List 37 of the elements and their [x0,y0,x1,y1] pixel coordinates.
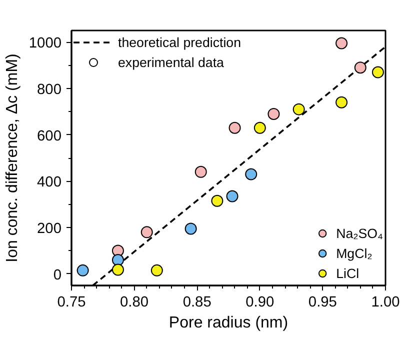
x-tick-label: 0.90 [246,294,274,310]
y-tick-label: 200 [37,221,62,238]
point [112,254,124,266]
x-tick-label: 0.95 [308,294,337,310]
point [292,103,305,116]
x-tick-label: 0.85 [182,294,212,310]
point [184,222,197,235]
point [140,226,153,238]
point [245,168,258,180]
point [76,264,89,276]
y-tick-label: 600 [37,128,62,144]
y-tick-label: 400 [37,174,62,191]
legend-label: experimental data [118,54,224,70]
point [372,66,384,78]
point [211,194,224,207]
y-tick-label: 0 [53,267,62,284]
point [150,264,163,276]
point [336,96,348,108]
point [228,122,241,134]
point [254,122,266,134]
point [354,62,366,74]
point [268,108,280,120]
point [226,190,238,202]
x-axis-title: Pore radius (nm) [168,314,288,332]
legend-label: theoretical prediction [118,34,241,50]
y-axis-title: Ion conc. difference, Δc (mM) [4,54,21,262]
point [194,166,207,178]
y-tick-label: 800 [37,82,62,98]
legend-label: Na₂SO₄ [336,226,383,240]
legend-label: MgCl₂ [336,246,372,260]
x-tick-label: 0.75 [57,294,86,310]
x-tick-label: 0.80 [120,294,149,310]
y-tick-label: 1000 [28,36,62,52]
legend-label: LiCl [336,266,360,280]
point [336,37,348,50]
x-tick-label: 1.00 [371,294,400,310]
point [112,264,124,276]
